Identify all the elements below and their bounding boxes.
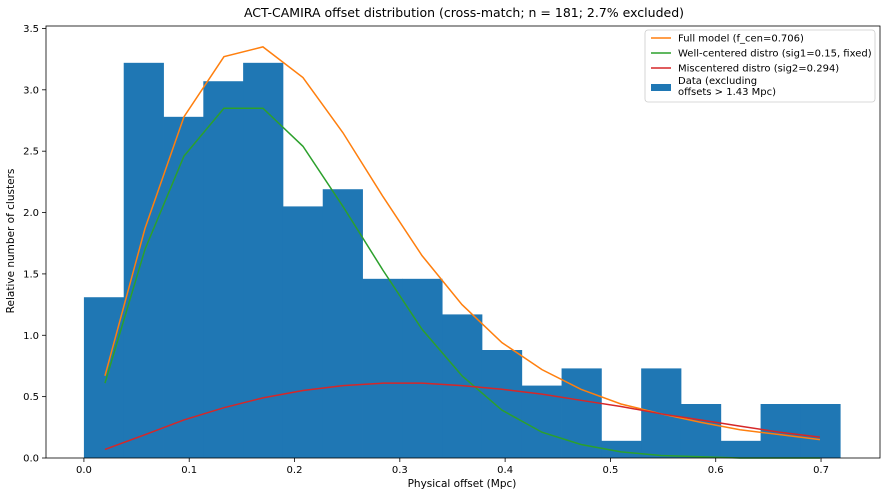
series-line-2: [104, 107, 820, 459]
y-axis-label: Relative number of clusters: [5, 169, 17, 314]
x-tick-label: 0.7: [813, 465, 829, 476]
y-tick-label: 3.0: [23, 85, 39, 96]
y-tick-label: 1.0: [23, 331, 39, 342]
legend-entry-data: Data (excluding offsets > 1.43 Mpc): [678, 76, 776, 98]
legend-entry-1: Full model (f_cen=0.706): [678, 34, 804, 45]
y-tick-label: 0.0: [23, 454, 39, 465]
histogram-bar: [680, 404, 722, 458]
legend-swatch-bar: [651, 84, 671, 91]
legend-entry-2: Well-centered distro (sig1=0.15, fixed): [678, 49, 872, 60]
series-line-3: [104, 382, 821, 451]
histogram-bar: [83, 297, 125, 458]
y-tick-label: 2.5: [23, 147, 39, 158]
model-lines: [104, 46, 821, 459]
histogram-bar: [203, 81, 244, 459]
histogram-bar: [322, 189, 363, 458]
histogram-bar: [402, 278, 443, 458]
histogram-bar: [481, 350, 523, 458]
legend: Full model (f_cen=0.706) Well-centered di…: [644, 29, 876, 103]
x-axis-label: Physical offset (Mpc): [408, 478, 517, 490]
histogram-bar: [163, 116, 204, 459]
x-tick-label: 0.3: [392, 465, 408, 476]
legend-box: [644, 29, 876, 103]
x-tick-label: 0.5: [602, 465, 618, 476]
chart-title: ACT-CAMIRA offset distribution (cross-ma…: [244, 5, 684, 20]
histogram-bar: [282, 206, 324, 458]
histogram-bar: [760, 404, 801, 458]
x-tick-label: 0.1: [181, 465, 197, 476]
histogram-bar: [362, 278, 403, 458]
histogram-bar: [601, 440, 642, 458]
histogram-bar: [521, 385, 562, 458]
series-line-1: [104, 46, 821, 441]
x-tick-label: 0.2: [287, 465, 303, 476]
y-tick-label: 1.5: [23, 269, 39, 280]
x-axis-ticks: 0.0 0.1 0.2 0.3 0.4 0.5 0.6 0.7: [76, 458, 829, 476]
histogram-bar: [243, 62, 284, 459]
x-tick-label: 0.6: [708, 465, 724, 476]
y-tick-label: 0.5: [23, 392, 39, 403]
x-tick-label: 0.4: [497, 465, 513, 476]
plot-frame: [45, 25, 881, 459]
y-tick-label: 3.5: [23, 24, 39, 35]
histogram-bar: [123, 62, 164, 459]
histogram-bars: [83, 62, 841, 459]
histogram-bar: [720, 440, 761, 458]
legend-entry-3: Miscentered distro (sig2=0.294): [678, 64, 839, 75]
y-tick-label: 2.0: [23, 208, 39, 219]
y-axis-ticks: 0.0 0.5 1.0 1.5 2.0 2.5 3.0 3.5: [23, 24, 46, 465]
histogram-bar: [800, 404, 841, 458]
x-tick-label: 0.0: [76, 465, 92, 476]
